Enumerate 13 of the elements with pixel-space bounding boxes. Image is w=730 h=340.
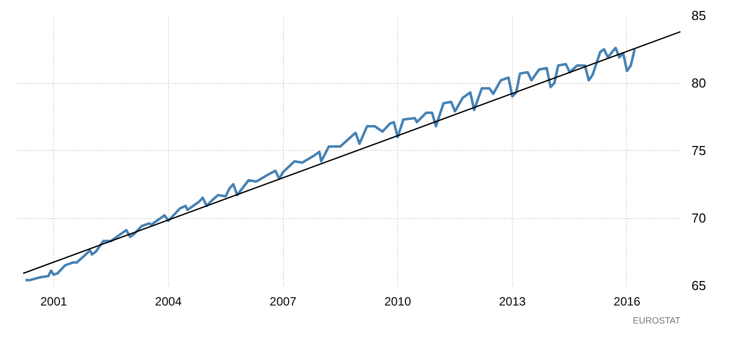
- y-tick-label: 70: [692, 210, 706, 226]
- x-tick-label: 2013: [498, 294, 526, 308]
- x-tick-label: 2007: [270, 294, 297, 308]
- text: EUROSTAT: [632, 316, 681, 326]
- x-tick-label: 2004: [155, 294, 182, 308]
- x-tick-label: 2016: [614, 294, 641, 308]
- x-tick-label: 2001: [40, 294, 68, 308]
- line-series: [24, 46, 636, 282]
- x-tick-label: 2010: [384, 294, 412, 308]
- y-tick-label: 75: [692, 143, 706, 158]
- y-tick-label: 85: [692, 8, 706, 23]
- y-tick-label: 65: [692, 278, 706, 293]
- y-tick-label: 80: [692, 76, 706, 90]
